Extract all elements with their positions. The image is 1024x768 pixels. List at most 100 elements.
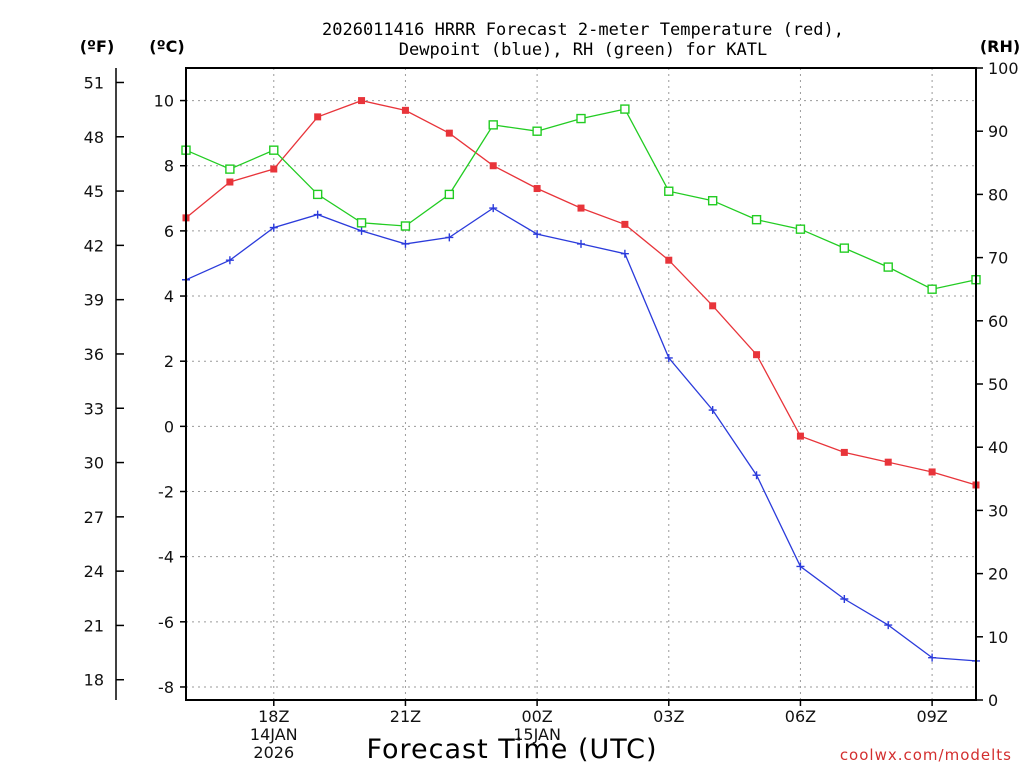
temperature-point <box>796 432 804 440</box>
rh-tick-label: 10 <box>988 628 1008 647</box>
dewpoint-point <box>620 249 629 258</box>
c-tick-label: 10 <box>154 92 174 111</box>
temperature-point <box>533 185 541 193</box>
rh-tick-label: 20 <box>988 565 1008 584</box>
temperature-point <box>226 178 234 186</box>
rh-point <box>707 196 718 206</box>
rh-point <box>795 224 806 234</box>
f-tick-label: 51 <box>84 73 104 92</box>
rh-line <box>185 108 977 290</box>
dewpoint-point <box>445 233 454 242</box>
c-tick-label: 0 <box>164 417 174 436</box>
x-tick-label: 2026 <box>253 743 294 762</box>
rh-point <box>576 113 586 124</box>
temperature-point <box>489 162 497 170</box>
temperature-point <box>753 351 761 359</box>
temperature-point <box>401 106 409 114</box>
dewpoint-point <box>928 653 937 662</box>
f-tick-label: 48 <box>84 128 104 147</box>
f-tick-label: 21 <box>84 616 104 635</box>
temperature-point <box>314 113 322 121</box>
f-tick-label: 27 <box>84 508 104 527</box>
rh-tick-label: 100 <box>988 59 1019 78</box>
rh-tick-label: 80 <box>988 185 1008 204</box>
rh-tick-label: 70 <box>988 249 1008 268</box>
rh-point <box>356 218 367 228</box>
dewpoint-point <box>357 226 366 235</box>
chart-title-line-1: 2026011416 HRRR Forecast 2-meter Tempera… <box>322 20 844 40</box>
dewpoint-point <box>796 562 805 571</box>
rh-point <box>225 164 235 174</box>
temperature-point <box>665 256 673 264</box>
dewpoint-point <box>840 595 849 604</box>
f-tick-label: 36 <box>84 345 104 364</box>
temperature-point <box>270 165 278 173</box>
x-axis-label: Forecast Time (UTC) <box>366 734 657 765</box>
c-tick-label: -4 <box>158 548 174 567</box>
watermark: coolwx.com/modelts <box>840 746 1012 764</box>
rh-tick-label: 90 <box>988 122 1008 141</box>
dewpoint-point <box>664 353 673 362</box>
dewpoint-point <box>708 406 717 415</box>
rh-point <box>751 214 762 225</box>
x-tick-label: 21Z <box>390 707 421 726</box>
dewpoint-point <box>269 223 278 232</box>
temperature-line <box>185 99 977 486</box>
dewpoint-point <box>577 239 585 248</box>
temperature-point <box>358 97 366 105</box>
c-tick-label: 6 <box>164 222 174 241</box>
rh-tick-label: 0 <box>988 691 998 710</box>
temperature-point <box>928 468 936 476</box>
c-tick-label: -2 <box>158 483 174 502</box>
x-tick-label: 18Z <box>258 707 289 726</box>
x-tick-label: 15JAN <box>513 725 561 744</box>
dewpoint-point <box>225 256 234 265</box>
x-tick-label: 09Z <box>916 707 947 726</box>
dewpoint-point <box>489 204 498 213</box>
x-tick-label: 03Z <box>653 707 684 726</box>
c-tick-label: 4 <box>164 287 174 306</box>
f-tick-label: 24 <box>84 562 104 581</box>
c-tick-label: -8 <box>158 678 174 697</box>
x-tick-label: 06Z <box>785 707 816 726</box>
rh-tick-label: 40 <box>988 438 1008 457</box>
plot-frame <box>185 67 977 701</box>
f-tick-label: 45 <box>84 182 104 201</box>
c-tick-label: 2 <box>164 352 174 371</box>
dewpoint-line <box>185 207 977 662</box>
dewpoint-point <box>401 239 410 248</box>
rh-point <box>620 104 630 114</box>
f-tick-label: 33 <box>84 399 104 418</box>
dewpoint-point <box>533 230 542 239</box>
x-tick-label: 14JAN <box>250 725 298 744</box>
temperature-point <box>577 204 585 212</box>
rh-point <box>312 189 323 200</box>
temperature-point <box>709 302 717 310</box>
c-tick-label: 8 <box>164 157 174 176</box>
rh-point <box>488 120 498 130</box>
rh-unit-label: (RH) <box>980 37 1020 56</box>
rh-point <box>269 145 279 155</box>
c-tick-label: -6 <box>158 613 174 632</box>
temperature-point <box>840 448 848 456</box>
rh-point <box>839 243 850 253</box>
rh-tick-label: 50 <box>988 375 1008 394</box>
f-tick-label: 18 <box>84 671 104 690</box>
fahrenheit-unit-label: (ºF) <box>80 37 115 56</box>
rh-point <box>444 189 455 200</box>
rh-tick-label: 60 <box>988 312 1008 331</box>
x-tick-label: 00Z <box>521 707 552 726</box>
temperature-point <box>445 129 453 137</box>
dewpoint-point <box>884 621 893 630</box>
celsius-unit-label: (ºC) <box>149 37 184 56</box>
rh-point <box>883 262 893 272</box>
rh-tick-label: 30 <box>988 501 1008 520</box>
dewpoint-point <box>752 471 761 480</box>
f-tick-label: 42 <box>84 236 104 255</box>
rh-point <box>927 284 937 294</box>
rh-point <box>532 126 542 136</box>
rh-point <box>664 186 674 196</box>
temperature-point <box>621 220 629 228</box>
f-tick-label: 30 <box>84 454 104 473</box>
